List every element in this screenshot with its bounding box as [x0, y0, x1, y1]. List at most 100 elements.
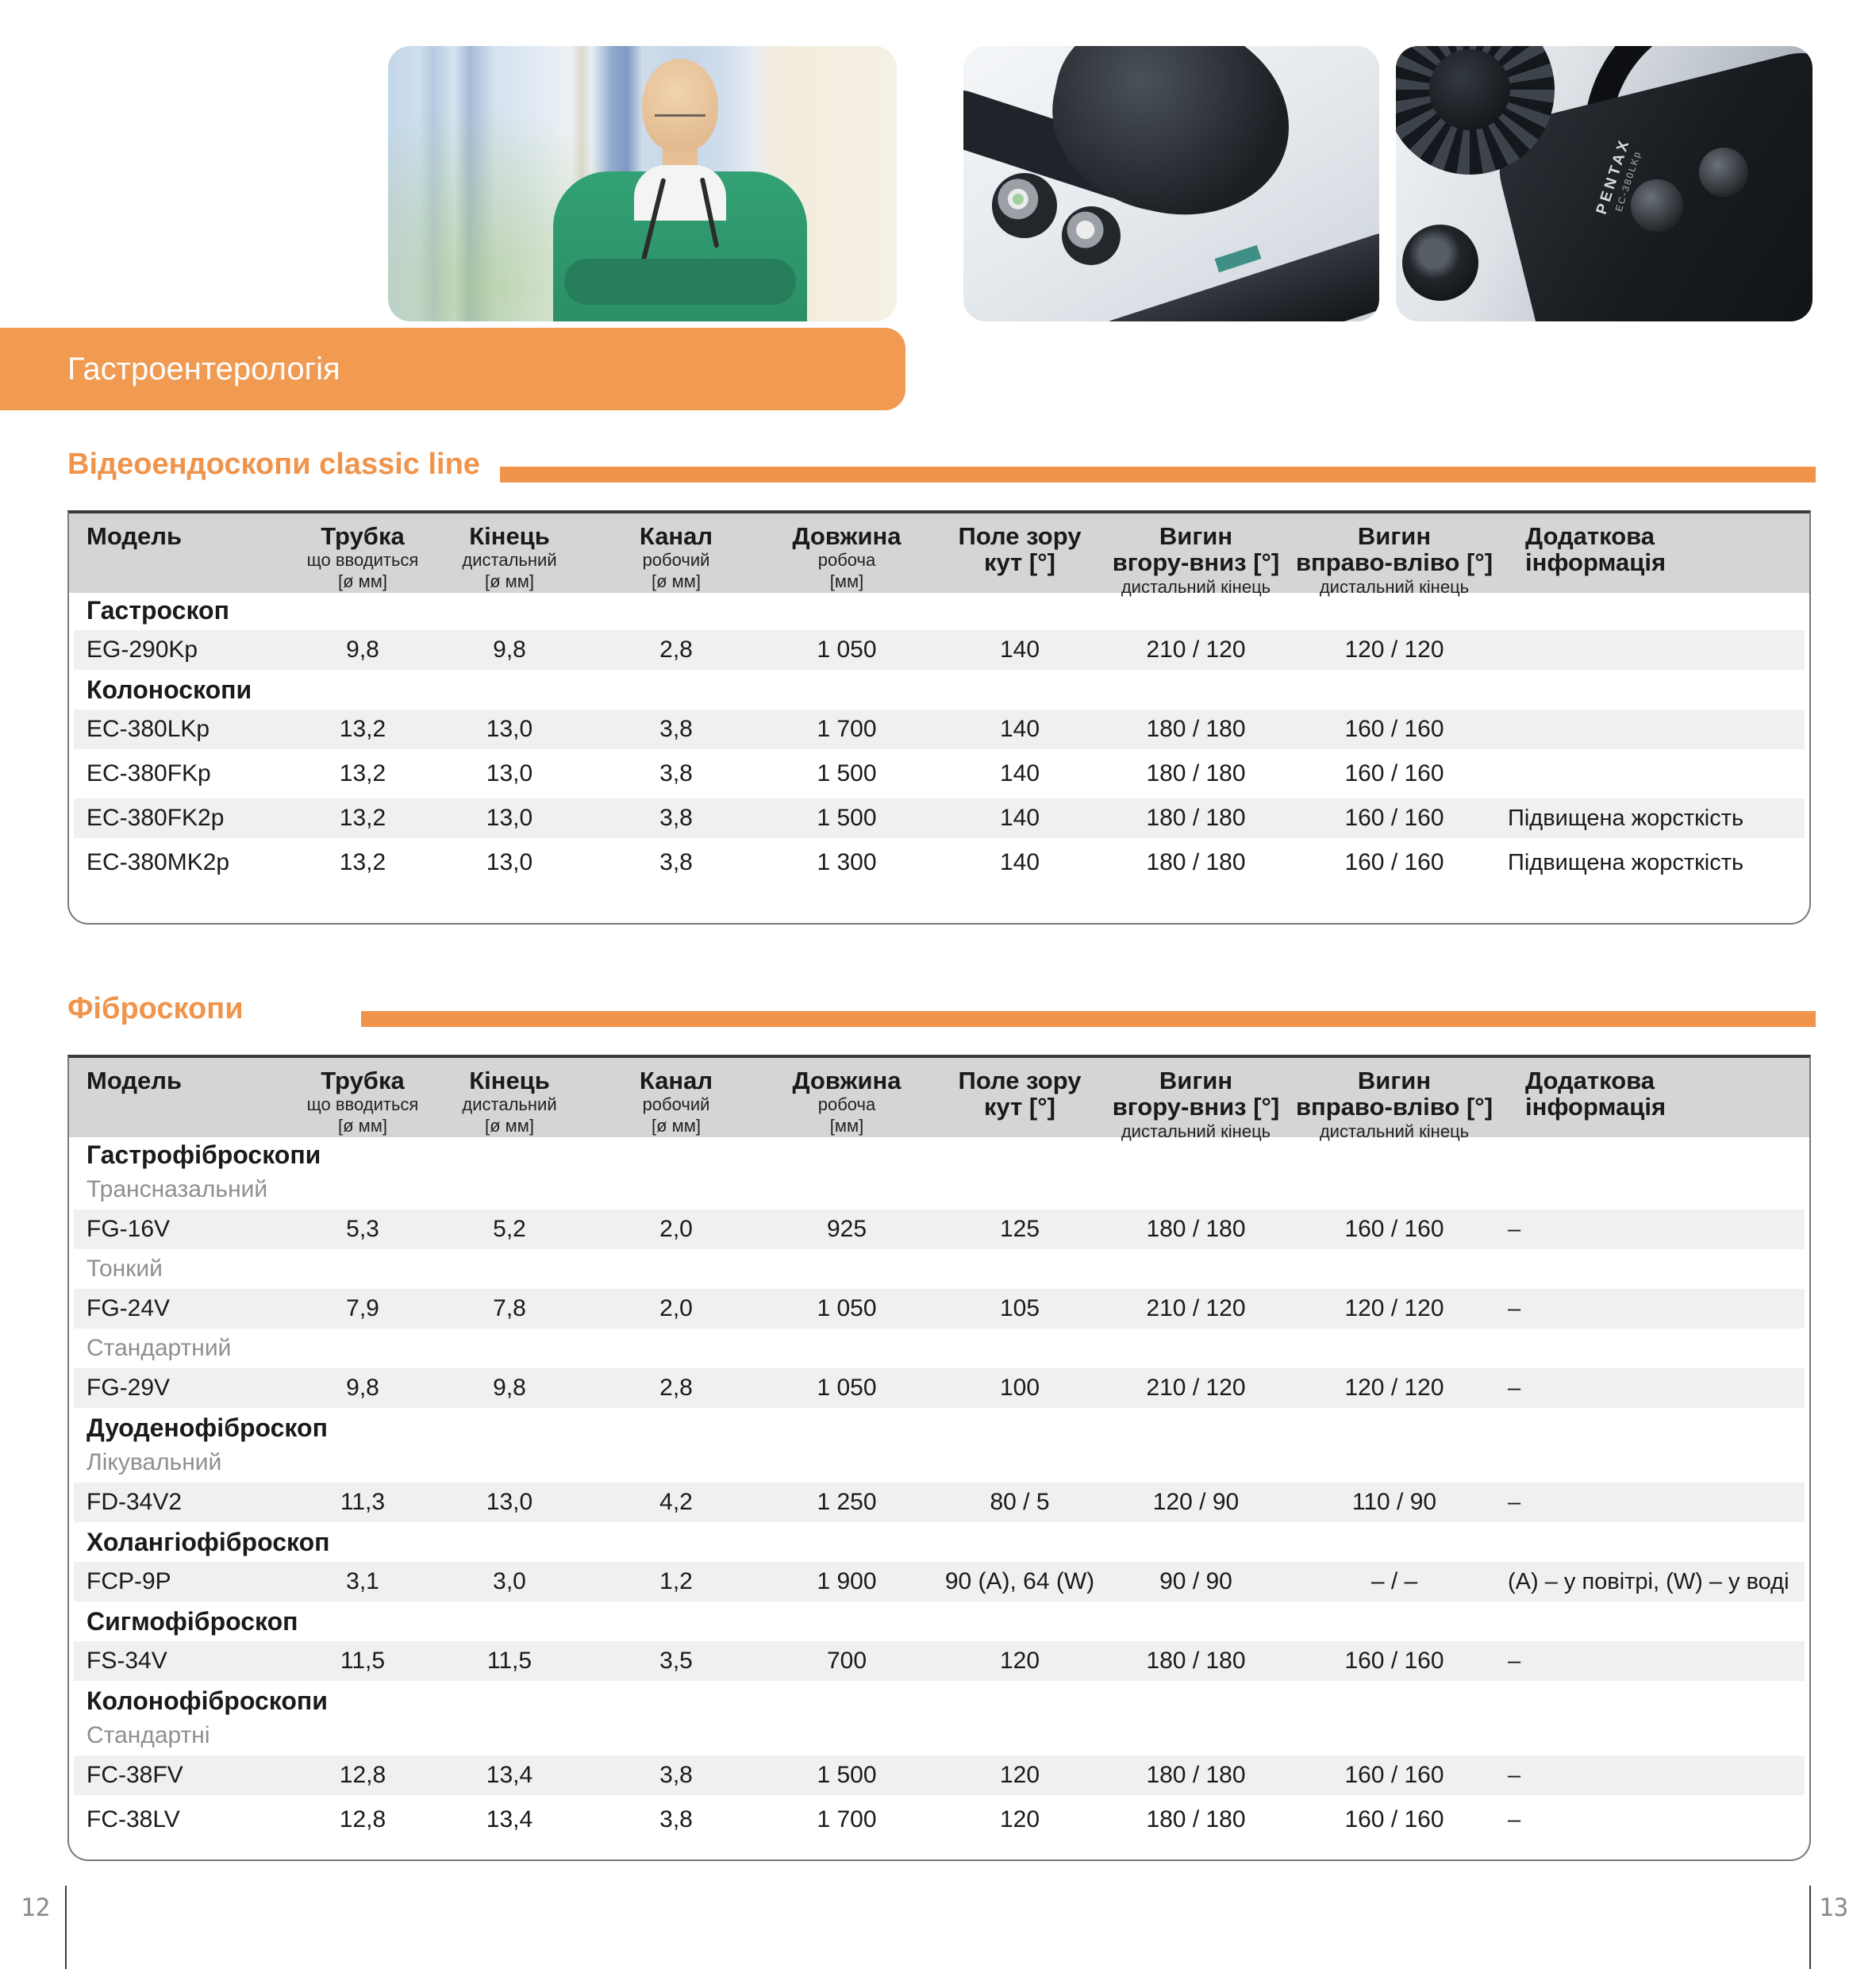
spec-value: 160 / 160	[1344, 716, 1444, 742]
spec-value: 140	[999, 760, 1040, 786]
spec-value: 80 / 5	[990, 1489, 1050, 1515]
spec-value: 1 700	[817, 716, 877, 742]
spec-value: 210 / 120	[1146, 636, 1246, 663]
section-rule	[500, 467, 1816, 483]
section-title-fiberscopes: Фіброскопи	[67, 992, 244, 1025]
spec-value: 3,8	[659, 1806, 693, 1832]
control-button-2	[1699, 148, 1748, 197]
spec-value: 1 900	[817, 1568, 877, 1594]
model-name: FC-38LV	[86, 1806, 180, 1832]
spec-value: 7,9	[346, 1295, 379, 1321]
endoscope-eyepiece-2	[1062, 206, 1121, 265]
model-name: FC-38FV	[86, 1762, 183, 1788]
table-body: Гастроскоп EG-290Kp 9,8 9,8 2,8 1 050 140 210 /…	[69, 593, 1809, 885]
group-row: Дуоденофіброскоп	[69, 1410, 1809, 1445]
section-title-videoendoscopes: Відеоендоскопи classic line	[67, 448, 480, 481]
spec-value: –	[1508, 1806, 1521, 1832]
section-banner: Гастроентерологія	[0, 328, 905, 410]
model-name: EC-380FK2p	[86, 805, 225, 831]
model-name: FG-16V	[86, 1216, 171, 1242]
spec-value: 13,2	[339, 760, 386, 786]
spec-value: 9,8	[346, 1375, 379, 1401]
endoscope-eyepiece	[992, 173, 1057, 238]
spec-row-FG-16V: FG-16V 5,3 5,2 2,0 925 125 180 / 180 160 / 160 –	[69, 1207, 1809, 1252]
table-header-row: Модель Трубка що вводиться [ø мм] Кінець дист…	[69, 1058, 1809, 1141]
spec-value: – / –	[1370, 1568, 1418, 1594]
column-header-1: Модель	[86, 1067, 183, 1094]
model-name: FG-24V	[86, 1295, 171, 1321]
spec-value: Підвищена жорсткість	[1508, 805, 1744, 831]
spec-value: 160 / 160	[1344, 760, 1444, 786]
spec-row-EC-380FK2p: EC-380FK2p 13,2 13,0 3,8 1 500 140 180 / 180 16…	[69, 796, 1809, 840]
spec-value: 3,8	[659, 1762, 693, 1788]
spec-value: 120 / 120	[1344, 636, 1444, 663]
spec-value: 12,8	[339, 1806, 386, 1832]
spec-value: 9,8	[493, 636, 526, 663]
group-row: Гастроскоп	[69, 593, 1809, 628]
spec-value: 1 050	[817, 1375, 877, 1401]
column-header-4: Канал робочий [ø мм]	[639, 522, 713, 592]
column-header-3: Кінець дистальний [ø мм]	[462, 1067, 557, 1136]
spec-value: 5,3	[346, 1216, 379, 1242]
column-header-8: Вигин вправо-вліво [°] дистальний кінець	[1295, 522, 1493, 597]
spec-value: 1 050	[817, 636, 877, 663]
spec-value: 13,0	[486, 805, 533, 831]
spec-value: 13,4	[486, 1762, 533, 1788]
spec-value: 2,0	[659, 1295, 693, 1321]
photo-strip: PENTAX EC-380LKp	[388, 46, 1813, 321]
spec-value: 9,8	[346, 636, 379, 663]
endoscope-control-body	[1034, 46, 1309, 236]
spec-value: 140	[999, 636, 1040, 663]
spec-row-EG-290Kp: EG-290Kp 9,8 9,8 2,8 1 050 140 210 / 120 120 / …	[69, 628, 1809, 672]
page-number-right: 13	[1819, 1894, 1849, 1922]
column-header-9: Додаткова інформація	[1525, 1067, 1666, 1121]
spec-value: 2,8	[659, 636, 693, 663]
spec-value: 210 / 120	[1146, 1375, 1246, 1401]
spec-value: 210 / 120	[1146, 1295, 1246, 1321]
model-name: FD-34V2	[86, 1489, 183, 1515]
spec-value: 120	[999, 1806, 1040, 1832]
group-label: Колоноскопи	[86, 675, 252, 704]
spec-row-FC-38LV: FC-38LV 12,8 13,4 3,8 1 700 120 180 / 180 160 /…	[69, 1798, 1809, 1842]
spec-value: 120 / 120	[1344, 1295, 1444, 1321]
spec-value: 180 / 180	[1146, 1806, 1246, 1832]
spec-value: 160 / 160	[1344, 1216, 1444, 1242]
column-header-9: Додаткова інформація	[1525, 522, 1666, 577]
spec-value: 13,2	[339, 805, 386, 831]
spec-value: 90 (A), 64 (W)	[944, 1568, 1095, 1594]
spec-value: 1 500	[817, 805, 877, 831]
spec-value: 925	[826, 1216, 867, 1242]
column-header-5: Довжина робоча [мм]	[792, 1067, 901, 1136]
subgroup-row: Трансназальний	[69, 1172, 1809, 1207]
spec-value: 180 / 180	[1146, 1216, 1246, 1242]
spec-value: 100	[999, 1375, 1040, 1401]
spec-value: 2,8	[659, 1375, 693, 1401]
group-row: Колоноскопи	[69, 672, 1809, 707]
spec-value: 180 / 180	[1146, 716, 1246, 742]
spec-value: –	[1508, 1216, 1521, 1242]
column-header-6: Поле зору кут [°]	[958, 1067, 1082, 1121]
group-label: Гастрофіброскопи	[86, 1140, 321, 1169]
spec-value: –	[1508, 1295, 1521, 1321]
model-name: EC-380LKp	[86, 716, 210, 742]
spec-value: –	[1508, 1489, 1521, 1515]
group-label: Трансназальний	[86, 1176, 268, 1202]
spec-value: 1,2	[659, 1568, 693, 1594]
spec-value: Підвищена жорсткість	[1508, 849, 1744, 875]
spec-value: 1 300	[817, 849, 877, 875]
spec-value: 160 / 160	[1344, 1762, 1444, 1788]
spec-value: 120 / 120	[1344, 1375, 1444, 1401]
spec-value: 13,2	[339, 849, 386, 875]
model-name: EG-290Kp	[86, 636, 198, 663]
spec-value: 160 / 160	[1344, 849, 1444, 875]
spec-value: 180 / 180	[1146, 1762, 1246, 1788]
subgroup-row: Стандартний	[69, 1331, 1809, 1366]
spec-value: 11,3	[340, 1489, 386, 1515]
doctor-glasses	[655, 103, 705, 117]
spec-value: 180 / 180	[1146, 760, 1246, 786]
spec-value: –	[1508, 1375, 1521, 1401]
spec-value: 90 / 90	[1159, 1568, 1232, 1594]
column-header-7: Вигин вгору-вниз [°] дистальний кінець	[1112, 522, 1280, 597]
spec-value: 11,5	[486, 1648, 532, 1674]
